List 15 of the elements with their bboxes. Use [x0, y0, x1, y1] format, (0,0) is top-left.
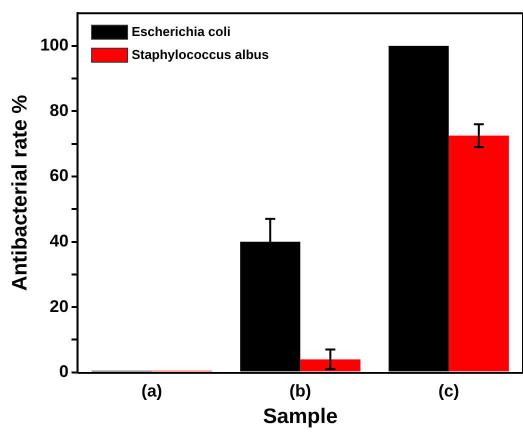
- x-tick-label: (c): [438, 381, 460, 400]
- legend-label: Staphylococcus albus: [132, 46, 269, 62]
- x-axis-title: Sample: [262, 405, 338, 428]
- y-tick-label: 20: [50, 296, 69, 316]
- x-tick-label: (a): [141, 381, 162, 400]
- y-tick-label: 80: [50, 100, 69, 120]
- legend-label: Escherichia coli: [132, 24, 231, 39]
- bar: [300, 359, 360, 372]
- y-tick-label: 60: [50, 166, 69, 186]
- x-tick-label: (b): [289, 381, 312, 400]
- y-tick-label: 100: [40, 36, 69, 55]
- y-axis-title: Antibacterial rate %: [8, 94, 32, 291]
- y-tick-label: 0: [59, 362, 69, 382]
- y-tick-label: 40: [50, 231, 69, 250]
- bar: [448, 136, 509, 372]
